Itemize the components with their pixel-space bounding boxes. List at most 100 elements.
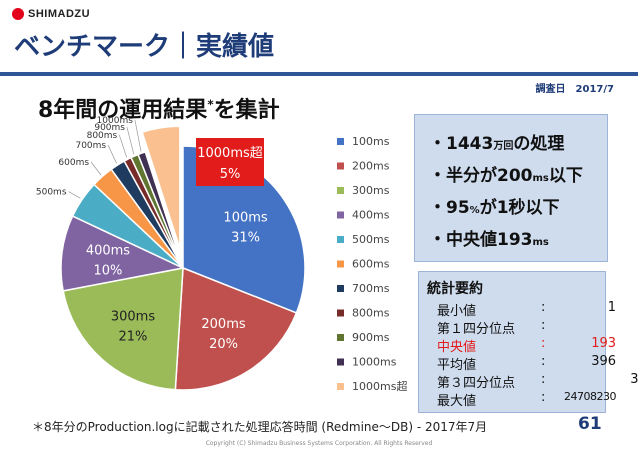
legend-swatch [337, 334, 344, 341]
key-point-unit: 万回 [493, 141, 514, 152]
stat-value: 1 [607, 300, 617, 315]
stat-value: 396 [591, 354, 617, 369]
slice-label: 600ms [58, 158, 89, 168]
slice-label: 700ms [75, 141, 106, 151]
stat-label: 中央値 [437, 340, 477, 355]
slice-label: 300ms [111, 310, 155, 325]
key-point-main: 1443 [446, 134, 494, 154]
page-number: 61 [578, 414, 602, 434]
stat-row: 最小値: 1 [437, 300, 616, 319]
title-divider [0, 72, 638, 76]
key-point-unit: ms [532, 237, 549, 248]
key-points-box: ・1443万回の処理 ・半分が200ms以下 ・95%が1秒以下 ・中央値193… [414, 114, 608, 262]
legend-swatch [337, 138, 344, 145]
legend-swatch [337, 358, 344, 366]
pie-slice-10 [137, 151, 184, 269]
section-title-suffix: を集計 [213, 98, 280, 123]
legend-label: 200ms [352, 160, 390, 173]
key-point: ・中央値193ms [429, 230, 549, 250]
stat-colon: : [541, 318, 546, 333]
stat-label: 最大値 [437, 394, 477, 409]
callout-box [196, 138, 264, 186]
stats-title: 統計要約 [427, 281, 483, 297]
legend-label: 300ms [352, 184, 390, 197]
legend-label: 500ms [352, 233, 390, 246]
leader-line [90, 161, 102, 176]
stat-label: 第１四分位点 [437, 322, 516, 337]
slice-label: 200ms [201, 317, 245, 332]
slice-percent: 20% [209, 337, 238, 352]
footnote: ＊8年分のProduction.logに記載された処理応答時間 (Redmine… [32, 420, 488, 434]
slice-label: 800ms [87, 131, 118, 141]
page-title: ベンチマーク｜実績値 [14, 32, 275, 62]
brand-logo: SHIMADZU [12, 8, 90, 20]
legend-swatch [337, 236, 344, 243]
survey-date: 調査日 2017/7 [535, 84, 614, 95]
slice-label: 100ms [223, 210, 267, 225]
key-point-main: 中央値193 [446, 230, 533, 250]
leader-line [118, 134, 128, 158]
pie-slice-3 [62, 267, 184, 391]
key-point-unit: ms [532, 173, 549, 184]
stat-label: 最小値 [437, 304, 477, 319]
legend-label: 1000ms超 [352, 379, 407, 393]
leader-line [68, 191, 81, 199]
stat-row: 第１四分位点:73 [437, 318, 545, 337]
stat-value: 24708230 [564, 390, 617, 403]
key-point-rest: 以下 [548, 166, 583, 186]
slice-label: 400ms [86, 244, 130, 259]
legend-swatch [337, 383, 344, 390]
key-point-main: 95 [446, 198, 470, 218]
key-point: ・半分が200ms以下 [429, 166, 583, 186]
copyright: Copyright (C) Shimadzu Business Systems … [205, 440, 433, 447]
brand-name: SHIMADZU [28, 8, 91, 20]
key-point-rest: が1秒以下 [479, 198, 560, 218]
stat-colon: : [541, 390, 546, 405]
stat-row: 最大値: 24708230 [437, 390, 617, 409]
callout-label: 1000ms超 [197, 146, 263, 161]
legend-label: 100ms [352, 135, 390, 148]
legend-label: 900ms [352, 331, 390, 344]
stat-row: 平均値: 396 [437, 354, 616, 373]
slice-label: 1000ms [97, 116, 134, 126]
slice-percent: 10% [94, 264, 123, 279]
stat-row: 第３四分位点: 317 [437, 372, 638, 391]
slice-label: 900ms [94, 123, 125, 133]
stat-value: 73 [595, 318, 638, 333]
legend-label: 700ms [352, 282, 390, 295]
legend-swatch [337, 211, 344, 219]
logo-icon [12, 8, 24, 20]
key-point-main: 半分が200 [446, 166, 533, 186]
legend-swatch [337, 309, 344, 317]
legend-swatch [337, 187, 344, 194]
legend-label: 800ms [352, 307, 390, 320]
stat-row-median: 中央値: 193 [437, 336, 616, 355]
key-point-unit: % [469, 205, 480, 216]
stats-summary-box: 統計要約 最小値:1 第１四分位点:73 中央値:193 平均値:396 第３四… [418, 271, 638, 413]
key-point: ・1443万回の処理 [429, 134, 565, 154]
legend-swatch [337, 285, 344, 292]
pie-slice-2 [174, 266, 298, 391]
pie-slice-4 [60, 215, 186, 292]
stat-colon: : [541, 354, 546, 369]
stat-label: 平均値 [437, 358, 477, 373]
stat-colon: : [541, 300, 546, 315]
legend-label: 400ms [352, 209, 390, 222]
leader-line [126, 127, 135, 155]
section-title-mark: * [207, 97, 214, 112]
legend-swatch [337, 260, 344, 268]
slice-percent: 21% [119, 330, 148, 345]
stat-colon: : [541, 372, 546, 387]
legend-label: 1000ms [352, 356, 397, 369]
key-point: ・95%が1秒以下 [429, 198, 560, 218]
pie-slice-11 [141, 125, 181, 249]
slice-label: 500ms [36, 188, 67, 198]
section-title: 8年間の運用結果*を集計 [38, 92, 280, 124]
slice-percent: 31% [231, 230, 260, 245]
stat-label: 第３四分位点 [437, 376, 516, 391]
legend-label: 600ms [352, 258, 390, 271]
stat-value: 193 [591, 336, 617, 351]
stat-value: 317 [630, 372, 638, 387]
key-point-rest: の処理 [513, 134, 565, 154]
